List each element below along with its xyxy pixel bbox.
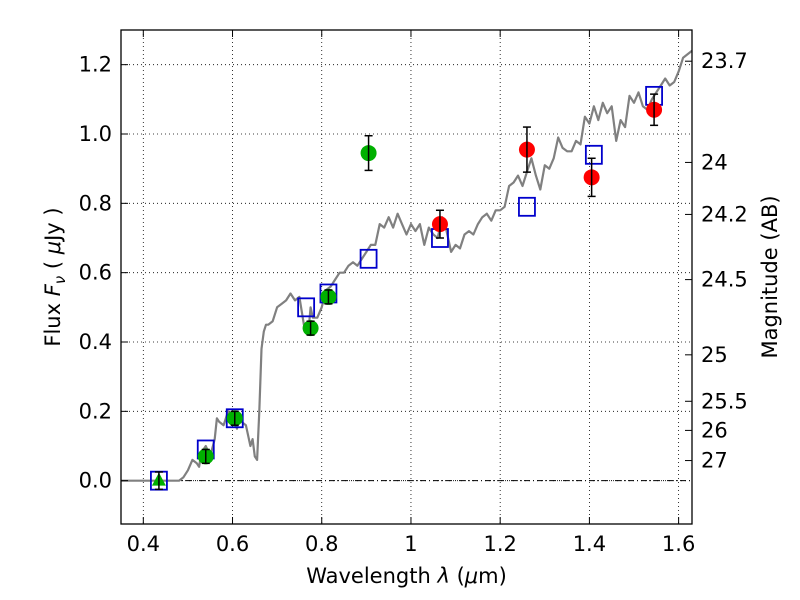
x-tick-label: 1.2: [483, 532, 516, 556]
y-axis-label: Flux Fν ( μJy ): [41, 207, 69, 346]
axis-ticks: 0.4 0.6 0.8 1 1.2 1.4 1.6 0.0 0.2 0.4 0.6 0.8 1.0 1.2…: [79, 30, 748, 556]
template-spectrum-line: [121, 49, 693, 482]
y-tick-label: 1.2: [79, 53, 112, 77]
y2-tick-label: 24.2: [701, 202, 748, 226]
plot-frame: [120, 29, 693, 525]
y-tick-label: 1.0: [79, 122, 112, 146]
model-photometry-square: [518, 196, 536, 217]
y-tick-label: 0.6: [79, 261, 112, 285]
y2-tick-label: 23.7: [701, 49, 748, 73]
x-tick-label: 1.4: [573, 532, 606, 556]
y-tick-label: 0.8: [79, 191, 112, 215]
y2-tick-label: 26: [701, 418, 728, 442]
observed-photometry-group: [151, 93, 663, 491]
y-tick-label: 0.2: [79, 399, 112, 423]
y2-axis-label: Magnitude (AB): [758, 195, 782, 358]
y2-tick-label: 24: [701, 150, 728, 174]
x-axis-label: Wavelength λ (μm): [306, 564, 507, 588]
x-tick-label: 1.6: [662, 532, 695, 556]
x-tick-label: 1: [404, 532, 417, 556]
x-tick-label: 0.6: [216, 532, 249, 556]
y-tick-label: 0.0: [79, 469, 112, 493]
model-photometry-square: [359, 248, 378, 269]
x-tick-label: 0.4: [127, 532, 160, 556]
x-tick-label: 0.8: [305, 532, 338, 556]
y2-tick-label: 25.5: [701, 389, 748, 413]
y2-tick-label: 27: [701, 449, 728, 473]
y-tick-label: 0.4: [79, 330, 112, 354]
y2-tick-label: 25: [701, 343, 728, 367]
template-spectrum-group: [121, 49, 693, 482]
y2-tick-label: 24.5: [701, 268, 748, 292]
model-photometry-square: [297, 297, 316, 318]
model-photometry-square: [584, 144, 603, 165]
